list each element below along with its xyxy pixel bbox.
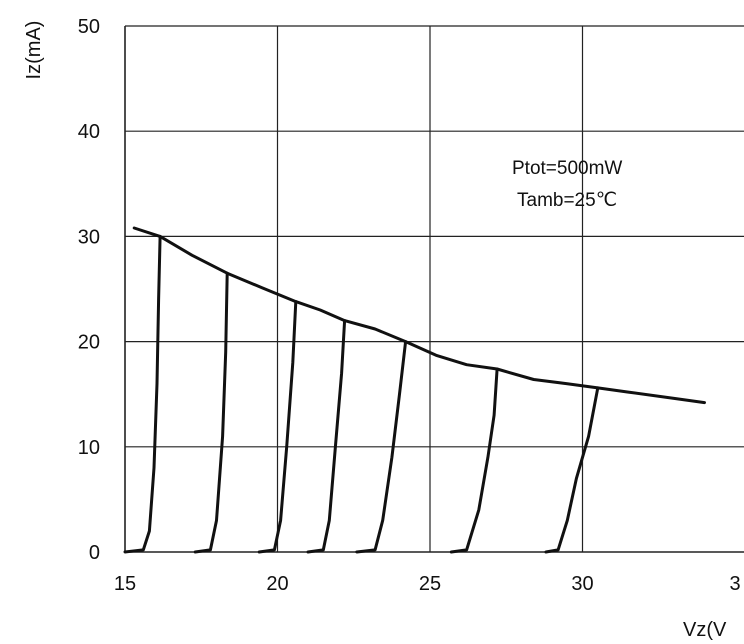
x-tick-label: 25 (419, 573, 441, 595)
x-tick-label: 15 (114, 573, 136, 595)
y-tick-label: 0 (89, 542, 100, 564)
y-tick-label: 30 (78, 226, 100, 248)
curve-1 (123, 234, 162, 554)
x-tick-labels: 15 20 25 30 3 (114, 573, 741, 595)
curve-4 (306, 319, 347, 554)
x-tick-label: 3 (729, 573, 740, 595)
curve-2 (193, 271, 229, 554)
y-tick-labels: 0 10 20 30 40 50 (78, 16, 100, 564)
x-tick-label: 20 (266, 573, 288, 595)
curve-3 (257, 300, 298, 554)
grid-lines (124, 25, 744, 553)
annotation-power: Ptot=500mW (512, 158, 622, 179)
y-tick-label: 40 (78, 121, 100, 143)
y-tick-label: 50 (78, 16, 100, 38)
curve-8 (132, 226, 706, 405)
curve-5 (355, 340, 408, 554)
y-axis-title: Iz(mA) (23, 21, 45, 80)
curves (123, 226, 706, 554)
annotation-temperature: Tamb=25℃ (517, 190, 617, 211)
curve-6 (449, 367, 499, 554)
x-tick-label: 30 (571, 573, 593, 595)
x-axis-title: Vz(V (683, 619, 727, 641)
y-tick-label: 10 (78, 437, 100, 459)
curve-7 (544, 386, 600, 554)
y-tick-label: 20 (78, 332, 100, 354)
